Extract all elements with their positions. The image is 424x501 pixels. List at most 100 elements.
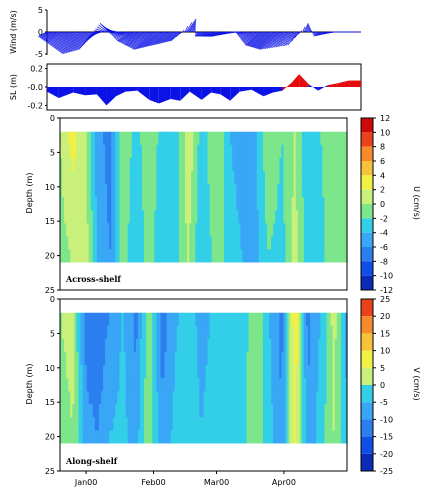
- heatmap-cell: [176, 430, 180, 445]
- heatmap-cell: [246, 223, 250, 237]
- heatmap-cell: [60, 170, 63, 185]
- wind-stick: [98, 24, 108, 33]
- heatmap-cell: [336, 351, 340, 366]
- heatmap-cell: [142, 131, 145, 146]
- heatmap-cell: [76, 236, 80, 251]
- heatmap-cell: [80, 249, 84, 264]
- heatmap-cell: [158, 131, 162, 146]
- sea-level-yticks: 0.2-0.0-0.2: [27, 65, 47, 110]
- heatmap-cell: [162, 170, 166, 185]
- heatmap-cell: [72, 197, 75, 211]
- heatmap-cell: [174, 236, 178, 251]
- wind-panel: Wind (m/s) 50-5: [9, 6, 361, 59]
- wind-stick: [38, 31, 48, 37]
- heatmap-cell: [127, 249, 131, 264]
- heatmap-cell: [328, 249, 332, 264]
- heatmap-cell: [170, 365, 174, 379]
- heatmap-cell: [158, 170, 162, 185]
- heatmap-cell: [113, 144, 116, 159]
- sea-level-segment: [189, 87, 202, 100]
- heatmap-cell: [172, 236, 176, 251]
- heatmap-cell: [60, 404, 63, 418]
- heatmap-cell: [336, 325, 340, 340]
- heatmap-cell: [203, 365, 207, 379]
- heatmap-cell: [295, 144, 299, 159]
- heatmap-cell: [236, 351, 239, 366]
- heatmap-cell: [224, 351, 227, 366]
- heatmap-cell: [332, 417, 336, 432]
- heatmap-cell: [166, 157, 170, 172]
- heatmap-cell: [205, 210, 209, 224]
- heatmap-cell: [310, 157, 313, 172]
- heatmap-cell: [131, 236, 135, 251]
- across-shelf-label: Across-shelf: [65, 274, 121, 284]
- heatmap-cell: [94, 157, 98, 172]
- heatmap-cell: [340, 404, 344, 418]
- heatmap-cell: [275, 430, 278, 445]
- heatmap-cell: [148, 325, 151, 340]
- heatmap-cell: [299, 351, 303, 366]
- heatmap-cell: [236, 338, 239, 353]
- heatmap-cell: [113, 417, 116, 432]
- heatmap-cell: [250, 430, 254, 445]
- heatmap-cell: [242, 325, 246, 340]
- heatmap-cell: [289, 197, 293, 211]
- heatmap-cell: [111, 430, 114, 445]
- heatmap-cell: [246, 378, 250, 392]
- heatmap-cell: [254, 184, 258, 198]
- heatmap-cell: [271, 404, 274, 418]
- heatmap-cell: [146, 417, 149, 432]
- heatmap-cell: [150, 184, 153, 198]
- heatmap-cell: [316, 131, 319, 146]
- heatmap-cell: [178, 236, 182, 251]
- heatmap-cell: [293, 184, 297, 198]
- heatmap-cell: [88, 170, 92, 185]
- heatmap-cell: [156, 391, 159, 405]
- heatmap-cell: [297, 131, 301, 146]
- heatmap-cell: [320, 170, 323, 185]
- heatmap-cell: [164, 223, 168, 237]
- heatmap-cell: [242, 417, 246, 432]
- heatmap-cell: [328, 197, 332, 211]
- heatmap-cell: [297, 236, 301, 251]
- heatmap-cell: [301, 417, 305, 432]
- heatmap-cell: [197, 391, 200, 405]
- heatmap-cell: [170, 131, 174, 146]
- heatmap-cell: [172, 365, 176, 379]
- heatmap-cell: [78, 391, 82, 405]
- heatmap-cell: [195, 249, 198, 264]
- heatmap-cell: [248, 157, 252, 172]
- heatmap-cell: [166, 351, 170, 366]
- heatmap-cell: [342, 351, 346, 366]
- heatmap-cell: [262, 338, 266, 353]
- wind-stick: [238, 31, 248, 38]
- heatmap-cell: [178, 170, 182, 185]
- heatmap-cell: [324, 157, 328, 172]
- heatmap-cell: [121, 325, 125, 340]
- heatmap-cell: [224, 365, 227, 379]
- heatmap-cell: [154, 249, 157, 264]
- heatmap-cell: [129, 144, 133, 159]
- heatmap-cell: [338, 365, 342, 379]
- heatmap-cell: [285, 157, 289, 172]
- heatmap-cell: [326, 338, 330, 353]
- heatmap-cell: [248, 378, 252, 392]
- heatmap-cell: [66, 223, 69, 237]
- colorbar-tick-label: 10: [380, 128, 390, 137]
- heatmap-cell: [252, 249, 256, 264]
- heatmap-cell: [244, 144, 248, 159]
- heatmap-cell: [205, 378, 209, 392]
- heatmap-cell: [183, 338, 186, 353]
- heatmap-cell: [84, 249, 88, 264]
- heatmap-cell: [318, 236, 321, 251]
- heatmap-cell: [234, 325, 237, 340]
- wind-stick: [51, 31, 66, 47]
- heatmap-cell: [150, 144, 153, 159]
- heatmap-cell: [252, 325, 256, 340]
- heatmap-cell: [246, 157, 250, 172]
- heatmap-cell: [174, 378, 178, 392]
- heatmap-cell: [68, 236, 71, 251]
- heatmap-cell: [125, 236, 129, 251]
- heatmap-cell: [320, 417, 323, 432]
- heatmap-cell: [150, 249, 153, 264]
